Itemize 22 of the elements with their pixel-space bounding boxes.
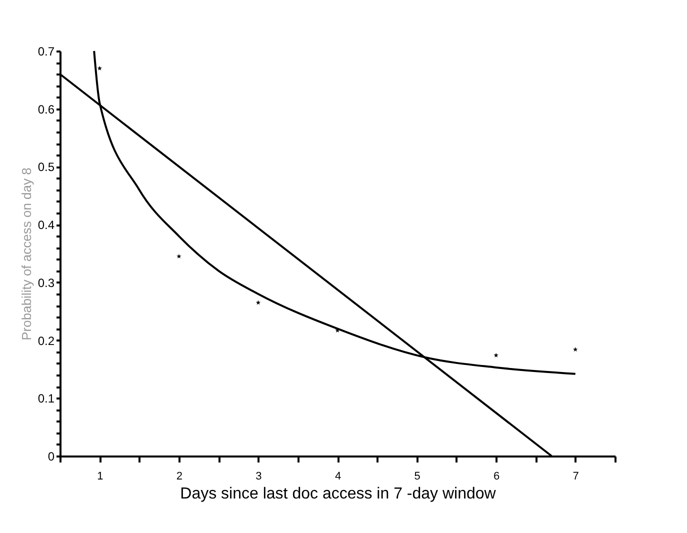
point xyxy=(494,352,498,358)
point xyxy=(572,347,578,352)
x-tick-label: 7 xyxy=(572,470,579,482)
point xyxy=(176,254,182,258)
y-tick-label: 0.7 xyxy=(38,44,55,58)
y-tick-label: 0.1 xyxy=(38,392,55,406)
x-tick-label: 2 xyxy=(176,470,182,482)
point xyxy=(97,66,102,70)
y-tick-label: 0.4 xyxy=(38,218,55,232)
y-axis-title: Probability of access on day 8 xyxy=(18,168,34,340)
y-tick-label: 0.6 xyxy=(38,102,55,116)
x-axis-title: Days since last doc access in 7 -day window xyxy=(180,486,496,502)
point xyxy=(256,300,261,305)
x-tick-label: 3 xyxy=(256,470,262,482)
x-tick-label: 5 xyxy=(414,470,420,482)
x-tick-label: 4 xyxy=(334,470,342,482)
y-tick-label: 0 xyxy=(48,450,55,464)
x-tick-label: 1 xyxy=(97,470,104,482)
y-tick-label: 0.2 xyxy=(38,334,55,348)
y-tick-label: 0.5 xyxy=(38,160,55,174)
y-tick-label: 0.3 xyxy=(38,276,55,290)
x-tick-label: 6 xyxy=(494,470,500,482)
